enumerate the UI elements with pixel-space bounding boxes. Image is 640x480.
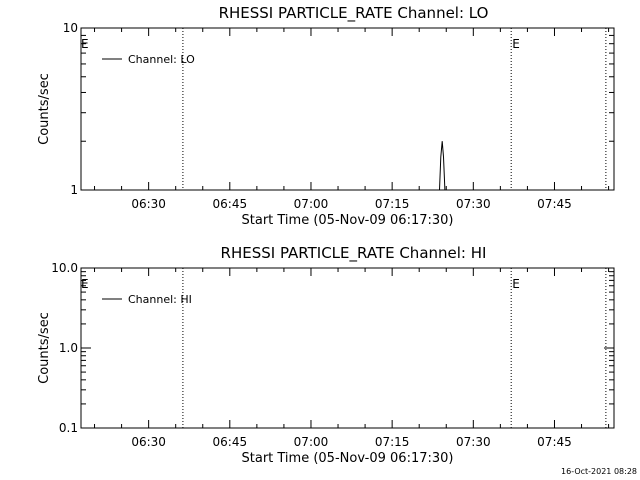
- footer-stamp: 16-Oct-2021 08:28: [561, 467, 637, 476]
- y-axis-label: Counts/sec: [37, 312, 52, 384]
- x-tick-label: 07:00: [294, 435, 329, 449]
- chart-title: RHESSI PARTICLE_RATE Channel: LO: [219, 4, 489, 23]
- y-tick-label: 1: [70, 183, 78, 197]
- chart-title: RHESSI PARTICLE_RATE Channel: HI: [221, 244, 487, 263]
- y-axis-label: Counts/sec: [37, 73, 52, 145]
- plot-frame: [80, 267, 615, 429]
- x-tick-label: 07:45: [537, 435, 572, 449]
- x-axis-label: Start Time (05-Nov-09 06:17:30): [242, 451, 454, 466]
- x-tick-label: 06:30: [131, 197, 166, 211]
- x-tick-label: 06:30: [131, 435, 166, 449]
- x-tick-label: 07:30: [456, 197, 491, 211]
- x-tick-label: 07:45: [537, 197, 572, 211]
- event-label: E: [512, 37, 520, 51]
- y-tick-label: 0.1: [59, 421, 78, 435]
- y-tick-label: 1.0: [59, 341, 78, 355]
- chart-0: RHESSI PARTICLE_RATE Channel: LO 06:30 06:…: [37, 4, 615, 228]
- x-axis-label: Start Time (05-Nov-09 06:17:30): [242, 213, 454, 228]
- legend-label: Channel: HI: [128, 293, 192, 306]
- edge-marker: E: [81, 37, 89, 51]
- x-tick-label: 06:45: [213, 197, 248, 211]
- x-tick-label: 06:45: [213, 435, 248, 449]
- series-line: [81, 141, 614, 191]
- x-tick-label: 07:30: [456, 435, 491, 449]
- y-tick-label: 10: [63, 21, 78, 35]
- y-tick-label: 10.0: [51, 261, 78, 275]
- event-label: E: [512, 277, 520, 291]
- legend-label: Channel: LO: [128, 53, 195, 66]
- x-tick-label: 07:15: [375, 197, 410, 211]
- x-tick-label: 07:00: [294, 197, 329, 211]
- x-tick-label: 07:15: [375, 435, 410, 449]
- chart-1: RHESSI PARTICLE_RATE Channel: HI 06:30 06:…: [37, 244, 615, 466]
- edge-marker: E: [81, 277, 89, 291]
